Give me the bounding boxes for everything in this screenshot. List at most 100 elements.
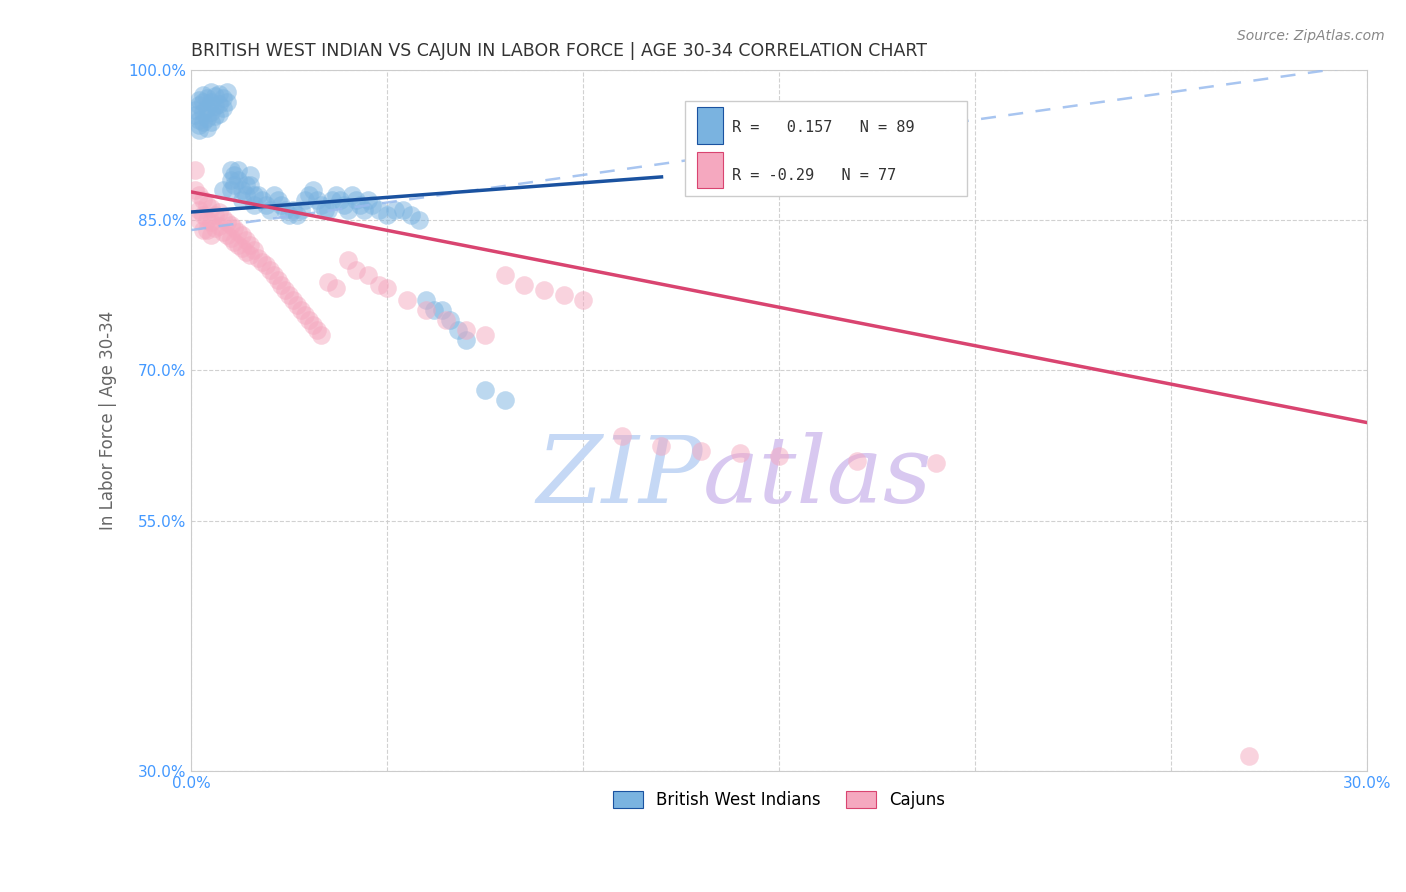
Point [447,323,470,337]
Point [215,228,238,243]
Point [204,99,226,113]
Point [274,283,297,297]
Point [474,328,496,343]
Point [228,238,250,252]
Point [337,253,360,268]
Point [278,288,301,302]
Point [215,215,238,229]
Point [208,107,231,121]
Point [184,103,207,117]
Point [184,183,207,197]
Point [1237,749,1260,764]
Point [188,93,211,107]
Point [208,87,231,101]
Point [768,449,790,463]
Point [494,268,516,282]
Point [195,91,218,105]
Point [368,278,391,293]
Point [195,120,218,135]
Point [243,188,266,202]
Point [219,218,242,232]
Text: ZIP: ZIP [536,432,703,522]
Point [208,205,231,219]
Point [285,298,308,312]
Point [274,202,297,217]
Point [434,313,457,327]
Point [474,384,496,398]
Point [395,293,418,308]
Point [204,109,226,123]
Point [228,225,250,239]
Point [195,101,218,115]
Point [290,202,312,217]
Point [191,87,214,102]
Point [195,223,218,237]
Point [454,334,477,348]
Point [423,303,446,318]
Point [340,188,363,202]
Point [235,233,257,247]
Point [349,198,371,212]
Point [184,108,207,122]
Point [250,193,273,207]
Point [246,251,269,265]
Point [415,293,437,308]
Point [239,238,262,252]
Point [285,208,308,222]
Point [191,95,214,109]
Point [235,245,257,260]
Point [259,263,281,277]
Point [204,88,226,103]
Point [231,193,253,207]
Point [195,198,218,212]
Point [246,188,269,202]
Point [200,215,222,229]
Point [305,323,328,337]
Point [384,202,406,217]
Point [215,85,238,99]
Point [301,183,323,197]
Point [239,178,262,192]
Point [195,111,218,125]
Point [191,104,214,119]
Point [224,221,246,235]
Point [266,193,288,207]
Point [219,162,242,177]
Point [375,208,398,222]
Point [200,201,222,215]
Point [188,202,211,217]
Point [533,283,555,297]
Point [191,115,214,129]
Point [553,288,575,302]
Text: R = -0.29   N = 77: R = -0.29 N = 77 [733,168,896,183]
Point [224,178,246,192]
Point [191,208,214,222]
Point [235,188,257,202]
Point [219,231,242,245]
Point [375,281,398,295]
Point [344,193,367,207]
Point [439,313,461,327]
Point [211,211,233,225]
Point [188,118,211,132]
Point [309,198,332,212]
Point [219,173,242,187]
Point [408,213,430,227]
Point [191,223,214,237]
Point [278,208,301,222]
Text: BRITISH WEST INDIAN VS CAJUN IN LABOR FORCE | AGE 30-34 CORRELATION CHART: BRITISH WEST INDIAN VS CAJUN IN LABOR FO… [191,42,928,60]
Text: atlas: atlas [703,432,932,522]
Point [318,275,340,289]
FancyBboxPatch shape [697,107,723,144]
Point [200,104,222,119]
Point [188,112,211,127]
Point [243,243,266,257]
Point [430,303,453,318]
Point [235,178,257,192]
Point [513,278,536,293]
Point [263,268,285,282]
Point [360,198,382,212]
Point [321,193,343,207]
Point [263,188,285,202]
Point [224,235,246,249]
